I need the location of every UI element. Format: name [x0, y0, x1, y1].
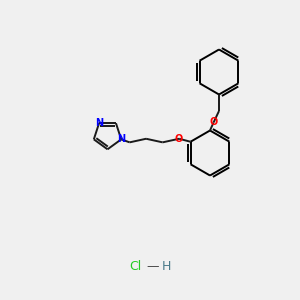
Text: O: O: [209, 117, 218, 128]
Text: N: N: [95, 118, 103, 128]
Text: —: —: [147, 260, 159, 274]
Text: N: N: [117, 134, 125, 144]
Text: Cl: Cl: [129, 260, 141, 274]
Text: H: H: [162, 260, 171, 274]
Text: O: O: [175, 134, 183, 144]
